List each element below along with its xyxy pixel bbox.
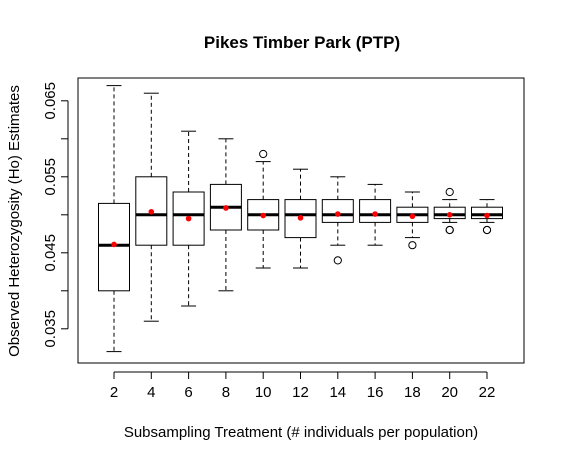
box-group xyxy=(98,85,503,353)
box-18 xyxy=(396,191,429,250)
x-axis: 2 4 6 8 10 12 14 16 18 20 22 xyxy=(110,371,496,401)
mean-marker xyxy=(409,213,416,220)
x-axis-label: Subsampling Treatment (# individuals per… xyxy=(124,424,478,441)
mean-marker xyxy=(260,212,267,219)
y-tick-label: 0.045 xyxy=(42,234,59,272)
iqr-box xyxy=(321,199,354,223)
box-4 xyxy=(135,92,168,322)
x-tick-label: 14 xyxy=(329,384,346,401)
mean-marker xyxy=(372,211,378,217)
x-tick-label: 18 xyxy=(404,384,421,401)
y-tick-label: 0.055 xyxy=(42,158,59,196)
box-14 xyxy=(321,176,354,265)
mean-marker xyxy=(484,212,490,219)
x-tick-label: 8 xyxy=(222,384,230,401)
outlier-point xyxy=(445,225,454,235)
y-tick-label: 0.035 xyxy=(42,310,59,348)
box-10 xyxy=(247,149,280,269)
mean-marker xyxy=(446,212,453,218)
outlier-point xyxy=(333,256,342,265)
x-tick-label: 2 xyxy=(110,384,118,401)
outlier-point xyxy=(445,187,454,197)
plot-frame xyxy=(77,77,525,364)
chart-title: Pikes Timber Park (PTP) xyxy=(204,33,400,52)
box-6 xyxy=(172,130,205,307)
mean-marker xyxy=(297,215,304,221)
mean-marker xyxy=(185,215,192,222)
outlier-point xyxy=(408,241,417,250)
y-axis-label: Observed Heterozygosity (Ho) Estimates xyxy=(6,85,23,357)
mean-marker xyxy=(111,241,117,248)
box-12 xyxy=(284,168,317,269)
outlier-point xyxy=(259,149,268,159)
box-20 xyxy=(433,187,466,235)
y-tick-label: 0.065 xyxy=(42,82,59,120)
y-axis: 0.035 0.045 0.055 0.065 xyxy=(42,82,69,348)
x-tick-label: 6 xyxy=(184,384,192,401)
mean-marker xyxy=(148,208,155,215)
x-tick-label: 4 xyxy=(147,384,155,401)
x-tick-label: 22 xyxy=(479,384,496,401)
box-2 xyxy=(98,85,130,353)
mean-marker xyxy=(335,211,341,217)
x-tick-label: 16 xyxy=(367,384,384,401)
x-tick-label: 12 xyxy=(292,384,309,401)
iqr-box xyxy=(359,199,392,223)
box-8 xyxy=(209,138,242,292)
outlier-point xyxy=(482,225,492,235)
x-tick-label: 10 xyxy=(255,384,272,401)
x-tick-label: 20 xyxy=(441,384,458,401)
box-16 xyxy=(359,183,392,246)
box-22 xyxy=(471,199,503,235)
mean-marker xyxy=(223,205,229,211)
